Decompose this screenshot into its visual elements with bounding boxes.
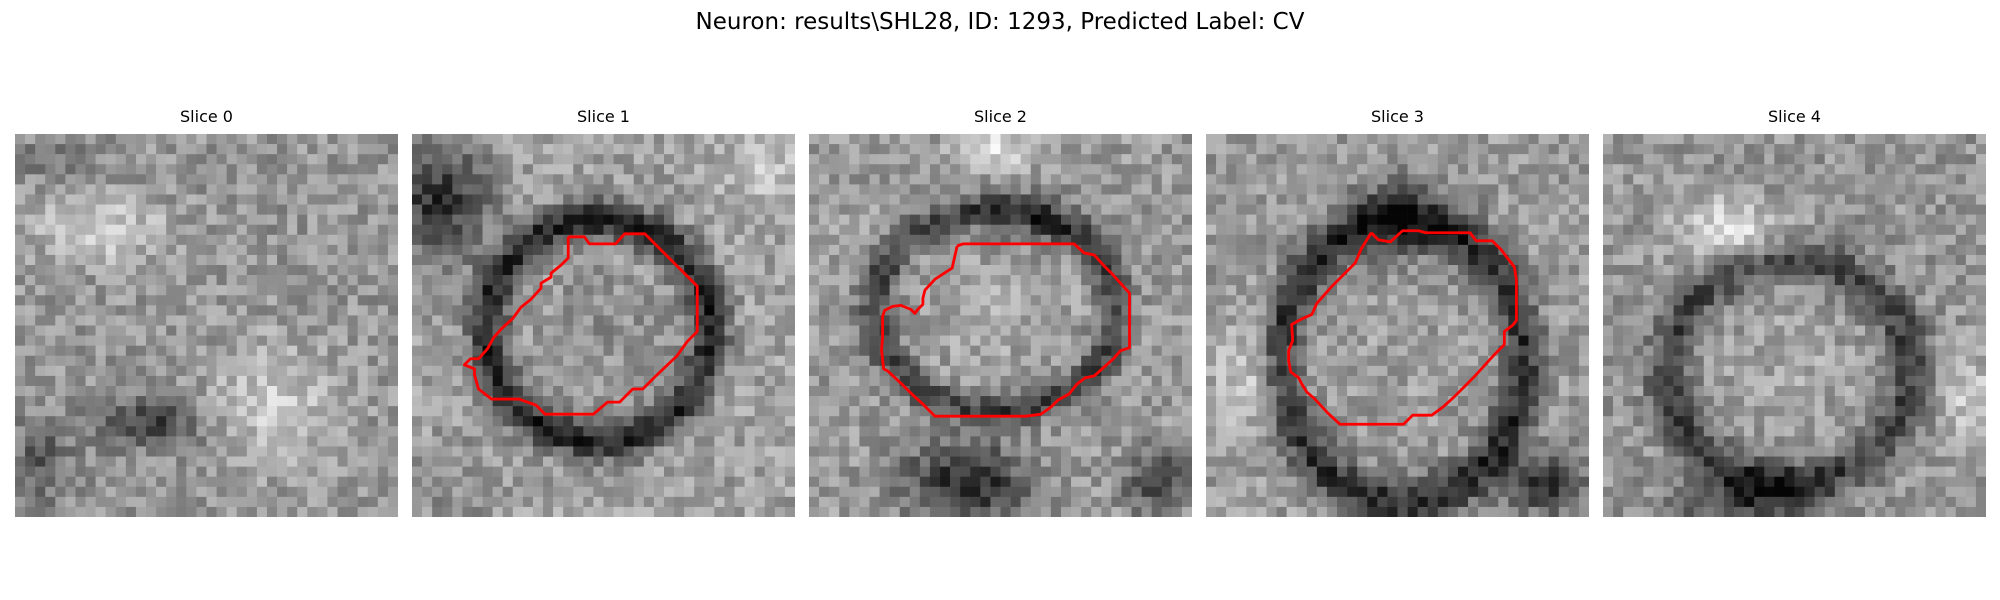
slice-image: [809, 134, 1192, 517]
slice-title: Slice 4: [1603, 107, 1986, 127]
slice-image: [1603, 134, 1986, 517]
slice-title: Slice 3: [1206, 107, 1589, 127]
slice-title: Slice 2: [809, 107, 1192, 127]
slice-panel-3: Slice 3: [1206, 107, 1589, 517]
slice-panel-1: Slice 1: [412, 107, 795, 517]
slice-image: [15, 134, 398, 517]
slice-panel-4: Slice 4: [1603, 107, 1986, 517]
slice-panel-2: Slice 2: [809, 107, 1192, 517]
slice-image: [412, 134, 795, 517]
slice-image: [1206, 134, 1589, 517]
figure-title: Neuron: results\SHL28, ID: 1293, Predict…: [0, 6, 2000, 38]
slice-title: Slice 0: [15, 107, 398, 127]
slice-panel-0: Slice 0: [15, 107, 398, 517]
slice-title: Slice 1: [412, 107, 795, 127]
